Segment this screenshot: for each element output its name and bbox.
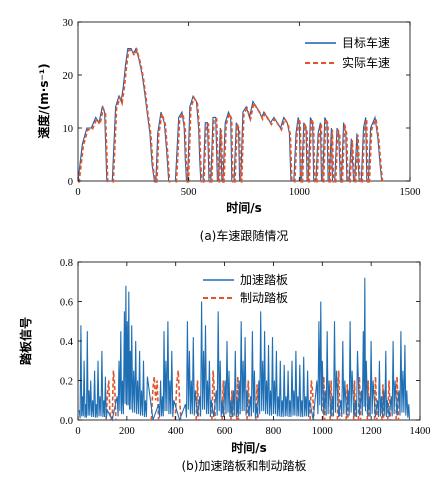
actual-speed-line [334, 129, 343, 183]
brake-pedal-line [211, 370, 217, 421]
legend-brake-pedal-label: 制动踏板 [240, 291, 288, 305]
chart-b-ytick-label: 0.6 [60, 298, 73, 309]
chart-a-xtick-label: 1000 [289, 187, 310, 198]
chart-b-ytick-label: 0.2 [60, 377, 73, 388]
chart-a-lines [77, 46, 384, 183]
chart-b-xtick-label: 0 [75, 426, 80, 437]
chart-b-legend: 加速踏板 制动踏板 [203, 273, 288, 305]
chart-a-xtick-label: 500 [181, 187, 197, 198]
actual-speed-line [210, 118, 220, 183]
actual-speed-line [301, 123, 309, 183]
actual-speed-line [308, 118, 316, 183]
chart-a-ytick-label: 0 [68, 177, 73, 188]
chart-b-xtick-label: 200 [119, 426, 135, 437]
target-speed-line [307, 117, 315, 182]
chart-b-accel [78, 277, 411, 422]
chart-a-ylabel: 速度/(m·s⁻¹) [36, 63, 51, 138]
target-speed-line [348, 138, 355, 182]
chart-b-xtick-label: 800 [266, 426, 282, 437]
brake-pedal-line [174, 370, 182, 421]
chart-b-xtick-label: 400 [168, 426, 184, 437]
chart-b-xtick-label: 1200 [361, 426, 382, 437]
actual-speed-line [240, 100, 293, 183]
legend-target-speed-label: 目标车速 [342, 35, 390, 50]
chart-a-ytick-label: 30 [63, 18, 74, 29]
actual-speed-line [361, 118, 369, 183]
chart-a-frame [77, 21, 411, 182]
legend-actual-speed-label: 实际车速 [342, 55, 390, 70]
target-speed-line [187, 94, 202, 182]
target-speed-line [240, 100, 292, 182]
chart-b-ytick-label: 0.0 [60, 416, 73, 427]
chart-b-ytick-label: 0.4 [60, 337, 74, 348]
actual-speed-line [349, 140, 356, 183]
target-speed-line [210, 116, 218, 182]
chart-b-ticks: 0 200 400 600 800 1000 1200 1400 0.0 0.2 0.4 0.6 0.8 [60, 258, 431, 437]
chart-b: 0 200 400 600 800 1000 1200 1400 0.0 0.2 0.4 0.6 0.8… [18, 258, 431, 473]
chart-a-legend: 目标车速 实际车速 [305, 35, 390, 70]
chart-a-ytick-label: 20 [63, 71, 74, 82]
brake-pedal-line [345, 384, 349, 421]
brake-pedal-line [150, 376, 160, 421]
chart-a-xtick-label: 1500 [400, 187, 421, 198]
chart-a-ytick-label: 10 [63, 124, 74, 135]
brake-pedal-line [111, 370, 117, 421]
actual-speed-line [341, 124, 349, 183]
actual-speed-line [329, 129, 335, 183]
chart-a-ticks: 0 500 1000 1500 0 10 20 30 [63, 18, 421, 198]
chart-a-xtick-label: 0 [75, 187, 80, 198]
chart-b-xtick-label: 1000 [312, 426, 333, 437]
chart-b-xtick-label: 1400 [410, 426, 431, 437]
chart-a-caption: (a)车速跟随情况 [200, 228, 289, 243]
accel-pedal-line [78, 277, 411, 422]
actual-speed-line [203, 123, 211, 183]
actual-speed-line [354, 134, 361, 183]
chart-b-xtick-label: 600 [217, 426, 233, 437]
actual-speed-line [322, 118, 330, 183]
chart-b-ytick-label: 0.8 [60, 258, 73, 269]
chart-b-ylabel: 踏板信号 [18, 317, 33, 365]
chart-b-caption: (b)加速踏板和制动踏板 [182, 459, 307, 473]
actual-speed-line [155, 113, 171, 183]
actual-speed-line [368, 115, 384, 183]
brake-pedal-line [309, 380, 315, 421]
actual-speed-line [234, 123, 242, 183]
actual-speed-line [175, 111, 189, 183]
target-speed-line [111, 46, 155, 182]
target-speed-line [77, 104, 108, 182]
actual-speed-line [78, 105, 109, 183]
actual-speed-line [187, 95, 203, 183]
chart-a-xlabel: 时间/s [226, 200, 262, 215]
target-speed-line [354, 133, 360, 182]
chart-b-xlabel: 时间/s [231, 440, 267, 455]
actual-speed-line [218, 129, 224, 183]
actual-speed-line [315, 124, 324, 183]
legend-accel-pedal-label: 加速踏板 [240, 273, 288, 287]
target-speed-line [322, 117, 329, 182]
brake-pedal-line [105, 380, 112, 421]
actual-speed-line [112, 47, 157, 183]
chart-a: 0 500 1000 1500 0 10 20 30 目标车速 实际车速 时间/s 速度/(m… [36, 18, 421, 243]
